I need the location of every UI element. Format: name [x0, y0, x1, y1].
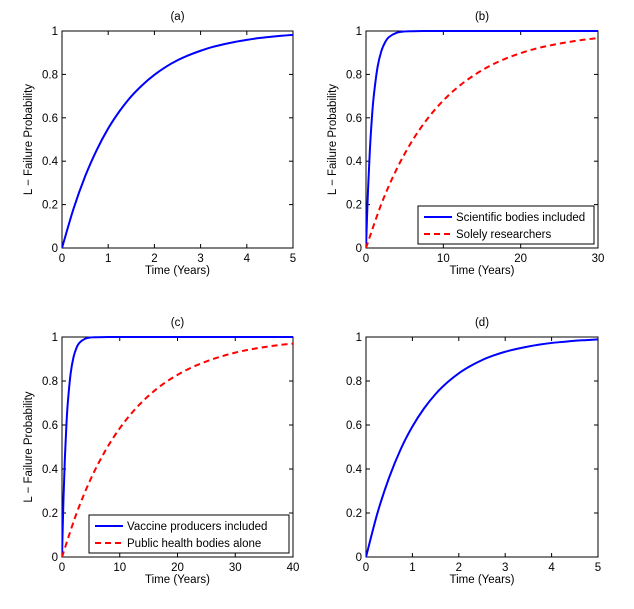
x-tick-label: 30	[592, 253, 605, 265]
y-tick-label: 0.6	[42, 420, 58, 432]
y-tick-label: 0	[52, 552, 58, 564]
x-tick-label: 5	[595, 562, 601, 574]
subplot-title: (a)	[170, 11, 184, 23]
y-tick-label: 1	[356, 26, 362, 38]
x-axis-label: Time (Years)	[145, 265, 210, 277]
x-tick-label: 2	[151, 253, 157, 265]
x-tick-label: 10	[113, 562, 126, 574]
legend-box	[417, 205, 595, 245]
x-tick-label: 10	[437, 253, 450, 265]
y-tick-label: 0.2	[346, 508, 362, 520]
y-tick-label: 0.4	[42, 156, 59, 168]
y-tick-label: 1	[52, 332, 58, 344]
y-tick-label: 0.8	[42, 69, 58, 81]
y-axis-label: L − Failure Probability	[23, 84, 35, 195]
series-line-blue-solid	[366, 338, 598, 557]
y-tick-label: 0	[52, 243, 58, 255]
x-tick-label: 1	[105, 253, 111, 265]
subplot-c: 0 10 20 30 40 0 0.2 0.4 0.6 0.8 1 (c) Time (Years) L …	[23, 317, 299, 586]
axes-box	[365, 336, 599, 558]
legend-box	[88, 514, 290, 554]
subplot-a: 0 1 2 3 4 5 0 0.2 0.4 0.6 0.8 1 (a) Time (Years) L − F…	[23, 11, 296, 277]
series-line-blue-solid	[62, 33, 293, 248]
x-tick-label: 4	[548, 562, 555, 574]
x-tick-label: 0	[363, 253, 369, 265]
subplot-title: (c)	[171, 317, 185, 329]
y-tick-label: 0.8	[346, 376, 362, 388]
y-tick-label: 0.4	[346, 156, 363, 168]
y-tick-label: 0.4	[346, 464, 363, 476]
series-line-blue-solid	[62, 336, 293, 557]
x-tick-label: 30	[229, 562, 242, 574]
y-tick-label: 0.4	[42, 464, 59, 476]
series-line-blue-solid	[366, 30, 598, 248]
y-tick-label: 0.6	[346, 420, 362, 432]
y-tick-label: 0.6	[42, 113, 58, 125]
x-tick-label: 40	[287, 562, 300, 574]
y-tick-label: 0.2	[346, 200, 362, 212]
series-line-red-dashed	[366, 37, 598, 248]
legend-label: Vaccine producers included	[127, 521, 267, 533]
y-tick-label: 1	[52, 26, 58, 38]
x-tick-label: 20	[171, 562, 184, 574]
y-tick-label: 1	[356, 332, 362, 344]
x-tick-label: 1	[409, 562, 415, 574]
x-tick-label: 0	[59, 253, 65, 265]
y-tick-label: 0.8	[346, 69, 362, 81]
x-axis-label: Time (Years)	[450, 265, 515, 277]
x-tick-label: 0	[59, 562, 65, 574]
y-tick-label: 0	[356, 243, 362, 255]
y-tick-label: 0	[356, 552, 362, 564]
x-tick-label: 4	[244, 253, 251, 265]
subplot-title: (b)	[475, 11, 489, 23]
subplot-d: 0 1 2 3 4 5 0 0.2 0.4 0.6 0.8 1 (d) Time (Years)	[346, 317, 601, 586]
y-tick-label: 0.2	[42, 200, 58, 212]
x-axis-label: Time (Years)	[145, 574, 210, 586]
legend: Vaccine producers included Public health …	[88, 514, 290, 554]
x-tick-label: 2	[456, 562, 462, 574]
x-tick-label: 3	[197, 253, 203, 265]
axes-box	[61, 30, 294, 249]
x-axis-label: Time (Years)	[450, 574, 515, 586]
legend-label: Solely researchers	[456, 229, 551, 241]
y-tick-label: 0.8	[42, 376, 58, 388]
y-tick-label: 0.6	[346, 113, 362, 125]
subplot-title: (d)	[475, 317, 489, 329]
series-line-red-dashed	[62, 342, 293, 557]
x-tick-label: 20	[514, 253, 527, 265]
legend-label: Scientific bodies included	[456, 212, 585, 224]
x-tick-label: 5	[290, 253, 296, 265]
x-tick-label: 3	[502, 562, 508, 574]
y-tick-label: 0.2	[42, 508, 58, 520]
subplot-b: 0 10 20 30 0 0.2 0.4 0.6 0.8 1 (b) Time (Years) L − …	[327, 11, 604, 277]
legend-label: Public health bodies alone	[127, 538, 261, 550]
y-axis-label: L − Failure Probability	[327, 84, 339, 195]
x-tick-label: 0	[363, 562, 369, 574]
y-axis-label: L − Failure Probability	[23, 391, 35, 502]
legend: Scientific bodies included Solely researc…	[417, 205, 595, 245]
